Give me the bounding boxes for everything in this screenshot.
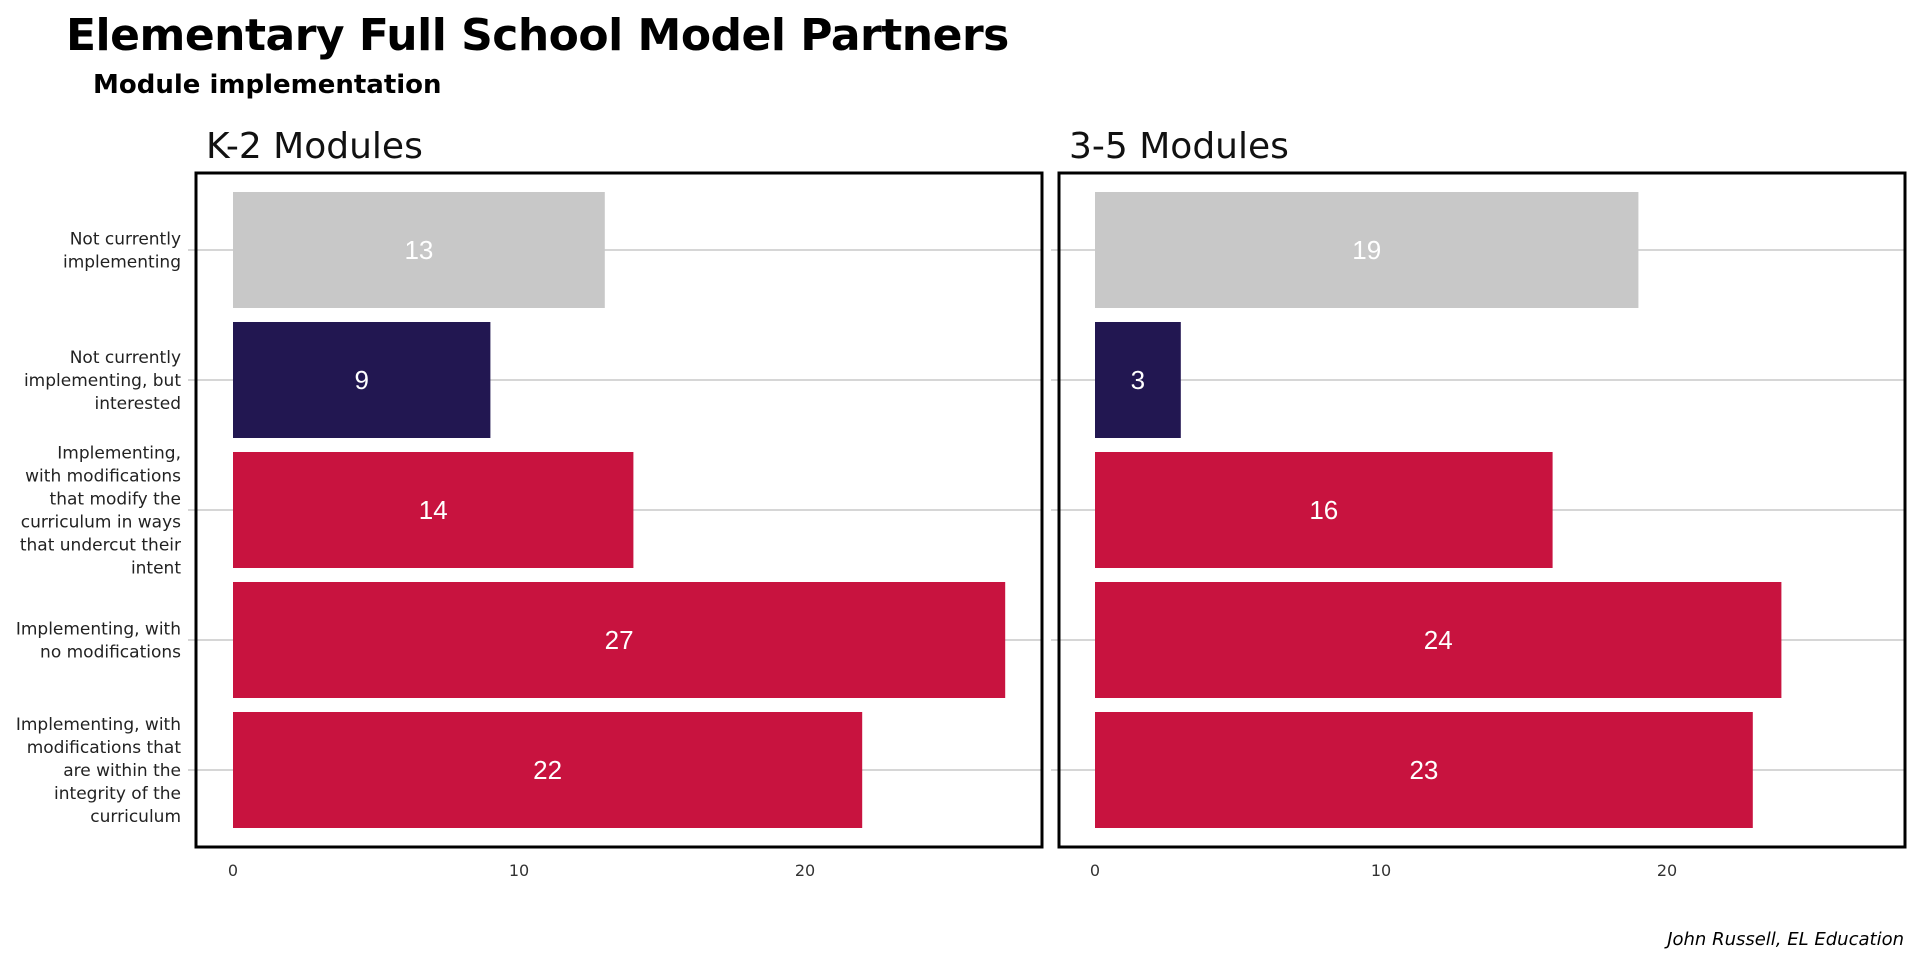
category-label-line: modifications that <box>27 738 182 758</box>
category-label-line: with modifications <box>25 467 181 487</box>
category-label-2: Not currently implementing, but interested <box>24 348 181 414</box>
panel-2-bar-4 <box>1095 582 1782 698</box>
category-label-line: that undercut their <box>20 536 181 556</box>
chart-caption: John Russell, EL Education <box>1667 929 1904 950</box>
category-label-4: Implementing, with no modifications <box>16 620 181 663</box>
category-label-line: implementing, but <box>24 371 181 391</box>
category-label-line: implementing <box>63 253 181 273</box>
category-label-line: integrity of the <box>54 784 181 804</box>
panel-2-title: 3-5 Modules <box>1069 126 1289 167</box>
panel-1-bar-label-2: 9 <box>354 365 368 395</box>
panel-2-bar-label-3: 16 <box>1309 495 1338 525</box>
panel-2-bar-3 <box>1095 452 1553 568</box>
panel-1-frame <box>194 171 1044 849</box>
category-label-line: interested <box>95 394 181 414</box>
category-label-line: curriculum in ways <box>21 513 181 533</box>
category-label-1: Not currently implementing <box>63 230 181 273</box>
category-label-line: Implementing, with <box>16 620 181 640</box>
chart-title: Elementary Full School Model Partners <box>66 10 1009 61</box>
panel-2-bar-label-1: 19 <box>1352 235 1381 265</box>
panel-2-bar-label-5: 23 <box>1409 755 1438 785</box>
panel-1-x-tick-3: 20 <box>795 861 815 880</box>
category-label-line: Implementing, <box>57 444 181 464</box>
panel-1-bar-5 <box>233 712 863 828</box>
panel-1-x-tick-1: 0 <box>228 861 238 880</box>
panel-2-bar-label-4: 24 <box>1424 625 1453 655</box>
panel-2-x-tick-1: 0 <box>1090 861 1100 880</box>
panel-1-bar-4 <box>233 582 1006 698</box>
panel-1-bar-label-3: 14 <box>419 495 448 525</box>
panel-2-frame <box>1057 171 1907 849</box>
panel-2-bar-label-2: 3 <box>1131 365 1145 395</box>
category-label-3: Implementing, with modifications that modi… <box>20 444 181 579</box>
panel-2-x-tick-3: 20 <box>1657 861 1677 880</box>
chart-subtitle: Module implementation <box>93 70 442 100</box>
category-label-line: Implementing, with <box>16 715 181 735</box>
category-label-line: Not currently <box>70 230 181 250</box>
panel-1-x-tick-2: 10 <box>509 861 529 880</box>
panel-1-title: K-2 Modules <box>206 126 423 167</box>
category-label-line: curriculum <box>90 807 181 827</box>
panel-1-bar-label-1: 13 <box>404 235 433 265</box>
category-label-line: Not currently <box>70 348 181 368</box>
category-label-line: no modifications <box>40 643 181 663</box>
panel-1-bar-label-4: 27 <box>605 625 634 655</box>
panel-1-bar-3 <box>233 452 634 568</box>
panel-2-bar-1 <box>1095 192 1639 308</box>
category-label-line: that modify the <box>50 490 181 510</box>
category-label-5: Implementing, with modifications that are … <box>16 715 182 827</box>
category-label-line: are within the <box>63 761 181 781</box>
panel-1-bar-label-5: 22 <box>533 755 562 785</box>
panel-1-bar-2 <box>233 322 491 438</box>
panel-2-x-tick-2: 10 <box>1371 861 1391 880</box>
panel-2-bar-5 <box>1095 712 1753 828</box>
panel-2-bar-2 <box>1095 322 1181 438</box>
panel-1-bar-1 <box>233 192 605 308</box>
category-label-line: intent <box>131 559 181 579</box>
